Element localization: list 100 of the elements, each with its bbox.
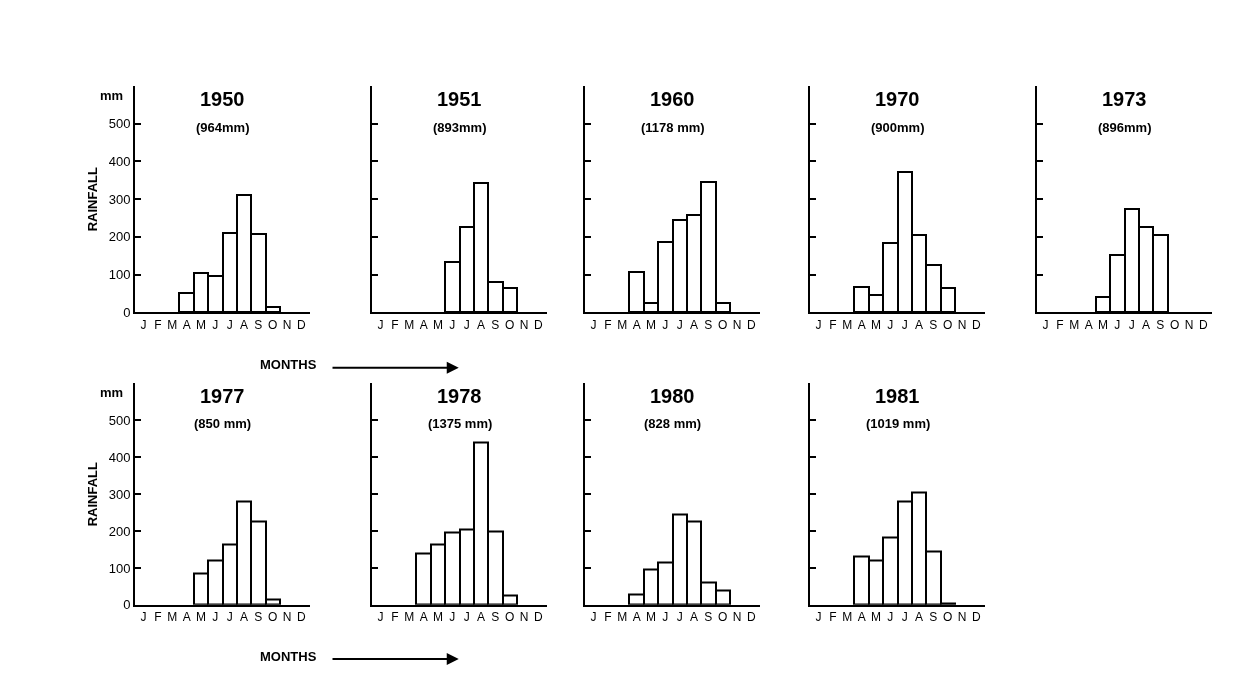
text: (896mm) bbox=[1098, 120, 1152, 135]
x-tick-label: M bbox=[617, 610, 628, 625]
y-tick-label: 500 bbox=[108, 116, 131, 132]
x-tick-label: F bbox=[391, 317, 399, 332]
x-tick-label: S bbox=[491, 610, 500, 625]
x-tick-label: J bbox=[1128, 317, 1135, 332]
x-tick-label: A bbox=[240, 317, 249, 332]
x-tick-label: M bbox=[870, 317, 881, 332]
text: (964mm) bbox=[196, 120, 250, 135]
x-tick-label: D bbox=[534, 610, 544, 625]
x-tick-label: M bbox=[617, 317, 628, 332]
x-tick-label: D bbox=[747, 610, 757, 625]
x-axis-title: MONTHS bbox=[260, 649, 317, 664]
x-tick-label: M bbox=[842, 317, 853, 332]
x-tick-label: O bbox=[718, 610, 728, 625]
x-tick-label: J bbox=[140, 610, 147, 625]
x-tick-label: F bbox=[829, 317, 837, 332]
x-tick-label: J bbox=[449, 317, 456, 332]
x-tick-label: J bbox=[1114, 317, 1121, 332]
y-axis-title: RAINFALL bbox=[85, 461, 101, 527]
y-tick-label: 0 bbox=[123, 304, 131, 320]
x-tick-label: F bbox=[829, 610, 837, 625]
x-tick-label: O bbox=[718, 317, 728, 332]
y-axis-title: RAINFALL bbox=[85, 166, 101, 232]
text: (893mm) bbox=[433, 120, 487, 135]
x-tick-label: J bbox=[226, 317, 233, 332]
x-tick-label: O bbox=[505, 317, 515, 332]
x-tick-label: D bbox=[747, 317, 757, 332]
x-tick-label: O bbox=[505, 610, 515, 625]
x-tick-label: J bbox=[140, 317, 147, 332]
x-tick-label: A bbox=[419, 610, 428, 625]
x-tick-label: S bbox=[254, 610, 263, 625]
x-tick-label: A bbox=[477, 610, 486, 625]
x-tick-label: F bbox=[391, 610, 399, 625]
x-tick-label: S bbox=[929, 317, 938, 332]
x-tick-label: J bbox=[887, 610, 894, 625]
x-tick-label: D bbox=[972, 610, 982, 625]
x-tick-label: D bbox=[534, 317, 544, 332]
x-tick-label: J bbox=[212, 317, 219, 332]
x-tick-label: J bbox=[887, 317, 894, 332]
chart-title: 1951 bbox=[437, 88, 482, 110]
x-axis-title: MONTHS bbox=[260, 357, 317, 372]
x-tick-label: J bbox=[662, 317, 669, 332]
text: (828 mm) bbox=[644, 416, 702, 431]
x-tick-label: J bbox=[901, 610, 908, 625]
x-tick-label: M bbox=[432, 610, 443, 625]
x-tick-label: D bbox=[972, 317, 982, 332]
y-tick-label: 300 bbox=[108, 486, 131, 502]
text: mm bbox=[100, 385, 124, 400]
x-tick-label: J bbox=[226, 610, 233, 625]
x-tick-label: F bbox=[154, 610, 162, 625]
chart-title: 1981 bbox=[875, 385, 920, 407]
x-tick-label: A bbox=[182, 317, 191, 332]
x-tick-label: J bbox=[463, 317, 470, 332]
x-tick-label: M bbox=[870, 610, 881, 625]
x-tick-label: A bbox=[857, 317, 866, 332]
chart-title: 1950 bbox=[200, 88, 245, 110]
x-tick-label: J bbox=[1042, 317, 1049, 332]
x-tick-label: S bbox=[491, 317, 500, 332]
y-tick-label: 200 bbox=[108, 523, 131, 539]
x-tick-label: A bbox=[477, 317, 486, 332]
x-tick-label: M bbox=[404, 610, 415, 625]
x-tick-label: N bbox=[282, 610, 292, 625]
chart-title: 1978 bbox=[437, 385, 482, 407]
x-tick-label: S bbox=[704, 610, 713, 625]
x-tick-label: J bbox=[901, 317, 908, 332]
x-tick-label: S bbox=[1156, 317, 1165, 332]
y-tick-label: 500 bbox=[108, 412, 131, 428]
x-tick-label: M bbox=[167, 317, 178, 332]
x-tick-label: O bbox=[268, 610, 278, 625]
x-tick-label: M bbox=[645, 317, 656, 332]
x-tick-label: M bbox=[432, 317, 443, 332]
x-tick-label: S bbox=[929, 610, 938, 625]
y-tick-label: 200 bbox=[108, 229, 131, 245]
x-tick-label: M bbox=[404, 317, 415, 332]
x-tick-label: A bbox=[632, 610, 641, 625]
y-tick-label: 400 bbox=[108, 153, 131, 169]
y-tick-label: 0 bbox=[123, 597, 131, 613]
x-tick-label: N bbox=[519, 610, 529, 625]
x-tick-label: M bbox=[1097, 317, 1108, 332]
x-tick-label: J bbox=[590, 610, 597, 625]
text: (1178 mm) bbox=[641, 120, 705, 135]
x-tick-label: J bbox=[815, 610, 822, 625]
x-tick-label: M bbox=[645, 610, 656, 625]
x-tick-label: A bbox=[182, 610, 191, 625]
x-tick-label: O bbox=[943, 317, 953, 332]
x-tick-label: S bbox=[254, 317, 263, 332]
x-tick-label: F bbox=[604, 610, 612, 625]
x-tick-label: A bbox=[857, 610, 866, 625]
x-tick-label: J bbox=[449, 610, 456, 625]
x-tick-label: M bbox=[167, 610, 178, 625]
text: (1019 mm) bbox=[866, 416, 931, 431]
x-tick-label: J bbox=[815, 317, 822, 332]
x-tick-label: S bbox=[704, 317, 713, 332]
text: (850 mm) bbox=[194, 416, 252, 431]
x-tick-label: J bbox=[590, 317, 597, 332]
x-tick-label: D bbox=[297, 610, 307, 625]
x-tick-label: N bbox=[519, 317, 529, 332]
x-tick-label: A bbox=[690, 610, 699, 625]
y-tick-label: 300 bbox=[108, 191, 131, 207]
